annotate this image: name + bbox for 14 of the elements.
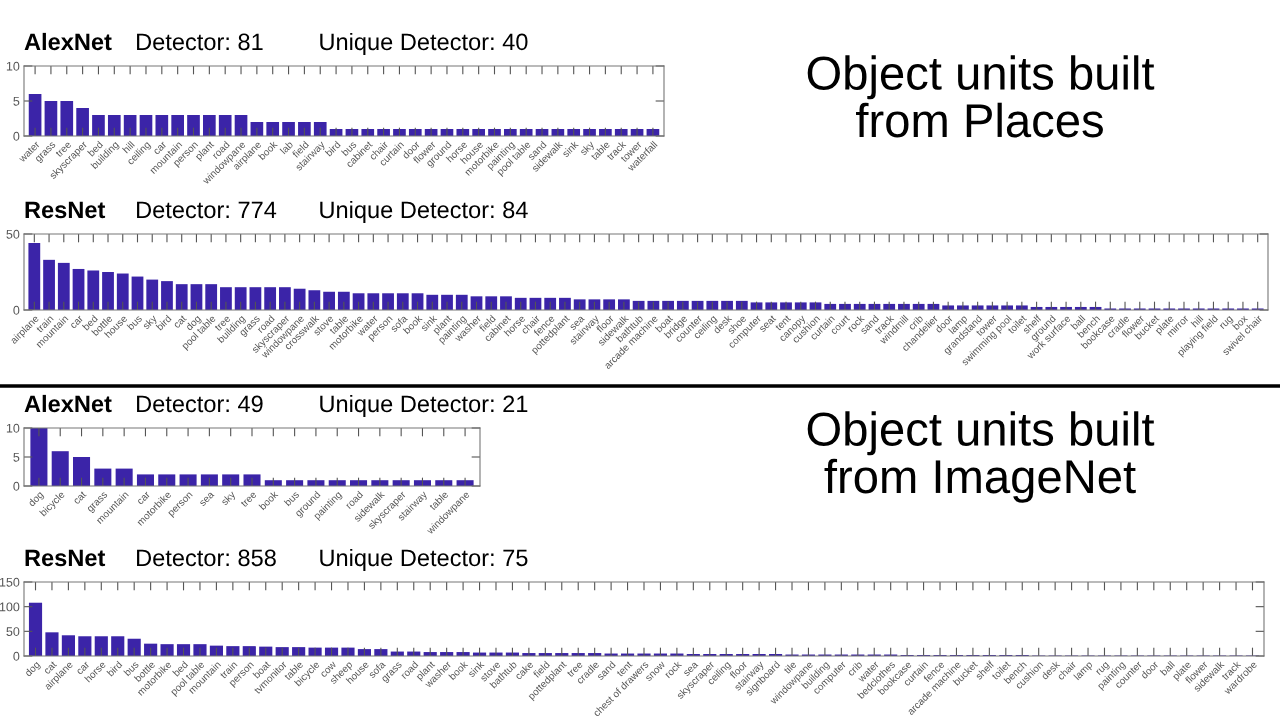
text: Unique Detector: 40 [320, 32, 528, 55]
text: Detector: 81 [137, 33, 263, 51]
text: Unique Detector: 75 [320, 548, 528, 571]
chart-title: AlexNet [24, 394, 112, 413]
chart-title: AlexNet [24, 32, 112, 51]
text: Object units built from ImageNet [807, 411, 1155, 503]
text: Unique Detector: 84 [320, 200, 528, 223]
chart-title: ResNet [25, 201, 106, 219]
text: Detector: 858 [137, 549, 276, 567]
text: Unique Detector: 21 [320, 394, 528, 417]
text: Detector: 49 [137, 395, 263, 413]
text: Object units built from Places [807, 55, 1155, 138]
chart-title: ResNet [25, 549, 106, 567]
text: Detector: 774 [137, 201, 277, 219]
